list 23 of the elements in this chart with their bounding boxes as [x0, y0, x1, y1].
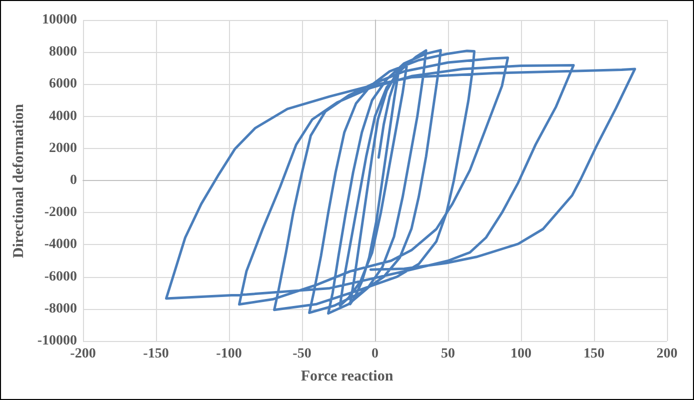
y-tick-label: -8000 [44, 301, 77, 316]
y-tick-label: 10000 [42, 12, 77, 28]
line-series [164, 48, 636, 315]
y-tick-label: 4000 [49, 108, 77, 124]
x-tick-label: 150 [584, 346, 604, 362]
y-axis-title: Directional deformation [11, 103, 27, 258]
x-tick-label: 100 [510, 346, 532, 362]
y-tick-label: -4000 [44, 237, 77, 252]
y-tick-label: -10000 [37, 334, 77, 348]
x-tick-label: 0 [372, 346, 378, 362]
y-tick-label: -6000 [44, 269, 77, 284]
x-tick-label: -100 [216, 346, 242, 362]
y-tick-label: 8000 [49, 44, 77, 60]
y-tick-label: -2000 [44, 205, 77, 220]
x-tick-label: 200 [656, 346, 678, 362]
x-tick-label: 50 [441, 346, 455, 362]
x-tick-label: -200 [70, 346, 96, 362]
y-tick-label: 2000 [49, 140, 77, 156]
x-tick-label: -50 [292, 346, 312, 362]
x-tick-label: -150 [143, 346, 169, 362]
x-axis-title: Force reaction [300, 368, 394, 384]
y-tick-label: 0 [70, 173, 77, 188]
y-tick-label: 6000 [49, 76, 77, 92]
